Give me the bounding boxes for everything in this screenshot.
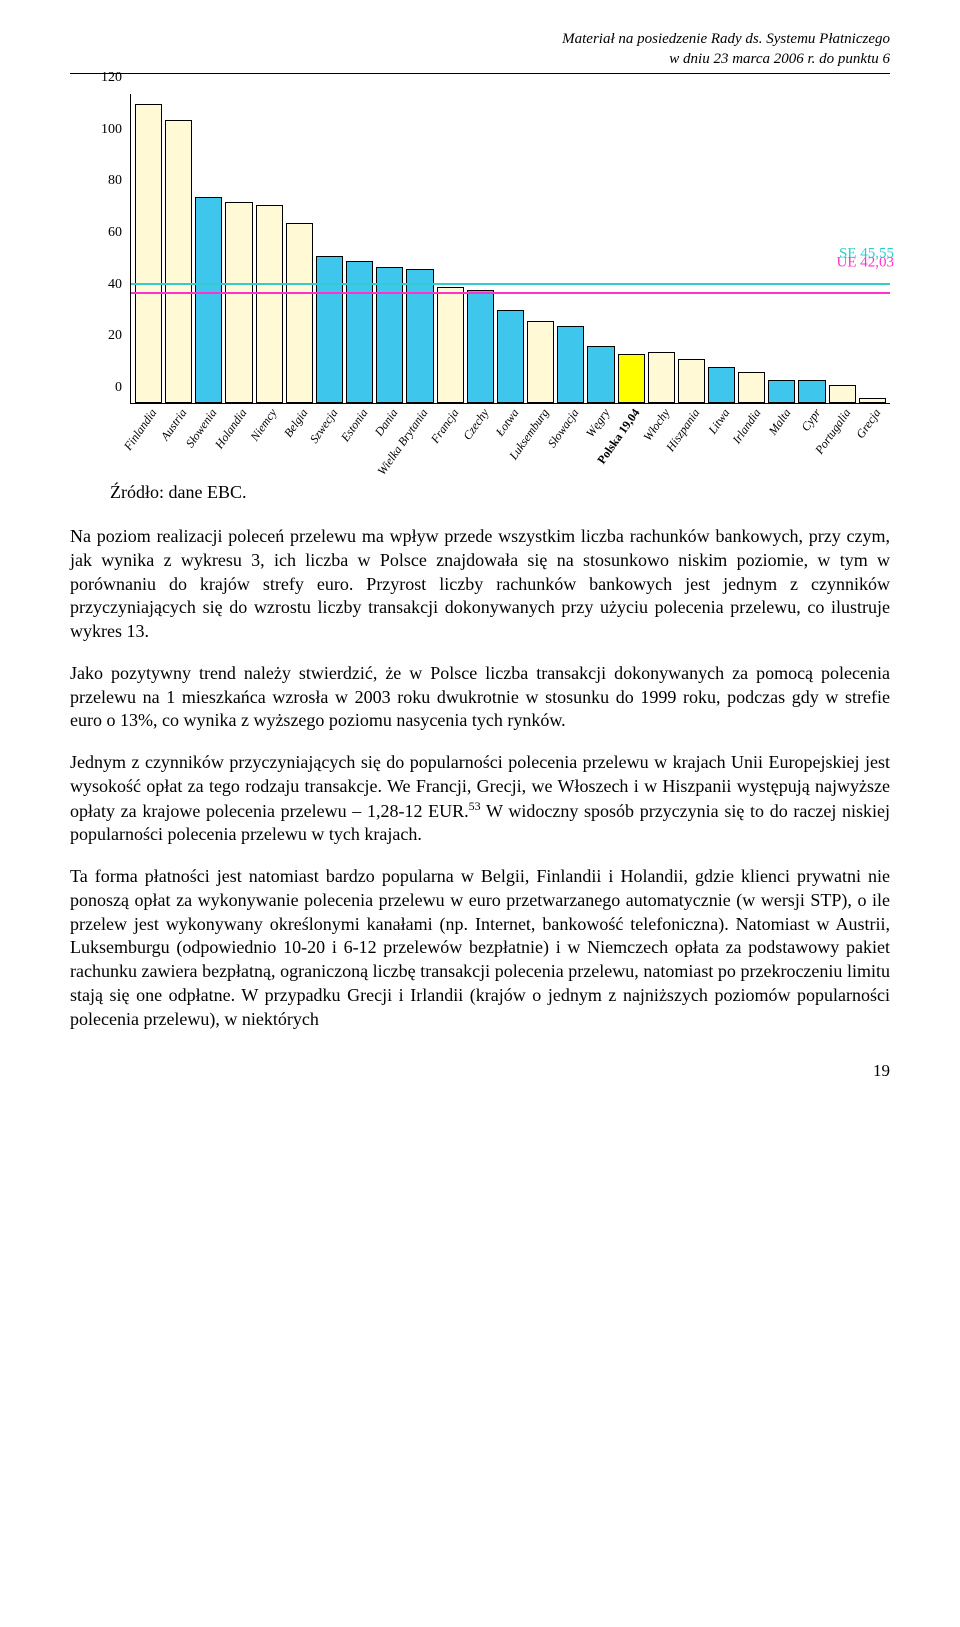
bar	[256, 205, 283, 403]
bar	[195, 197, 222, 403]
paragraph-3: Jednym z czynników przyczyniających się …	[70, 751, 890, 847]
x-axis-labels: FinlandiaAustriaSłoweniaHolandiaNiemcyBe…	[134, 404, 886, 464]
header-line-2: w dniu 23 marca 2006 r. do punktu 6	[70, 50, 890, 70]
plot-area: SE 45,55UE 42,03	[130, 94, 890, 404]
bar	[467, 290, 494, 403]
bar	[859, 398, 886, 403]
x-label: Słowacja	[557, 404, 584, 464]
bar	[225, 202, 252, 403]
bar	[316, 256, 343, 403]
paragraph-4: Ta forma płatności jest natomiast bardzo…	[70, 865, 890, 1031]
x-label: Malta	[768, 404, 795, 464]
y-tick: 0	[115, 380, 122, 396]
x-label: Niemcy	[255, 404, 282, 464]
x-label: Estonia	[345, 404, 372, 464]
paragraph-1: Na poziom realizacji poleceń przelewu ma…	[70, 525, 890, 644]
bar	[768, 380, 795, 403]
bar	[437, 287, 464, 403]
bar	[165, 120, 192, 403]
y-axis: 020406080100120	[90, 94, 126, 404]
y-tick: 100	[101, 122, 122, 138]
x-label: Hiszpania	[678, 404, 705, 464]
bar	[738, 372, 765, 403]
footnote-ref-53: 53	[469, 799, 481, 813]
bar	[286, 223, 313, 403]
document-header: Materiał na posiedzenie Rady ds. Systemu…	[70, 30, 890, 74]
y-tick: 120	[101, 70, 122, 86]
bar	[497, 310, 524, 403]
header-line-1: Materiał na posiedzenie Rady ds. Systemu…	[70, 30, 890, 50]
bar	[618, 354, 645, 403]
reference-line	[131, 292, 890, 294]
bar	[376, 267, 403, 403]
y-tick: 80	[108, 173, 122, 189]
bar	[527, 321, 554, 403]
bar	[708, 367, 735, 403]
x-label: Irlandia	[738, 404, 765, 464]
bar-chart: 020406080100120 SE 45,55UE 42,03 Finland…	[90, 94, 890, 464]
x-label: Czechy	[466, 404, 493, 464]
bar	[829, 385, 856, 403]
chart-source: Źródło: dane EBC.	[110, 482, 890, 503]
bar	[135, 104, 162, 403]
bars-container	[135, 94, 886, 403]
y-tick: 20	[108, 328, 122, 344]
bar	[648, 352, 675, 404]
bar	[587, 346, 614, 403]
bar	[557, 326, 584, 403]
y-tick: 40	[108, 277, 122, 293]
bar	[798, 380, 825, 403]
x-label: Grecja	[859, 404, 886, 464]
bar	[678, 359, 705, 403]
y-tick: 60	[108, 225, 122, 241]
reference-line-label: UE 42,03	[837, 255, 895, 272]
paragraph-2: Jako pozytywny trend należy stwierdzić, …	[70, 662, 890, 733]
reference-line	[131, 283, 890, 285]
x-label: Portugalia	[829, 404, 856, 464]
page-number: 19	[70, 1061, 890, 1081]
bar	[406, 269, 433, 403]
